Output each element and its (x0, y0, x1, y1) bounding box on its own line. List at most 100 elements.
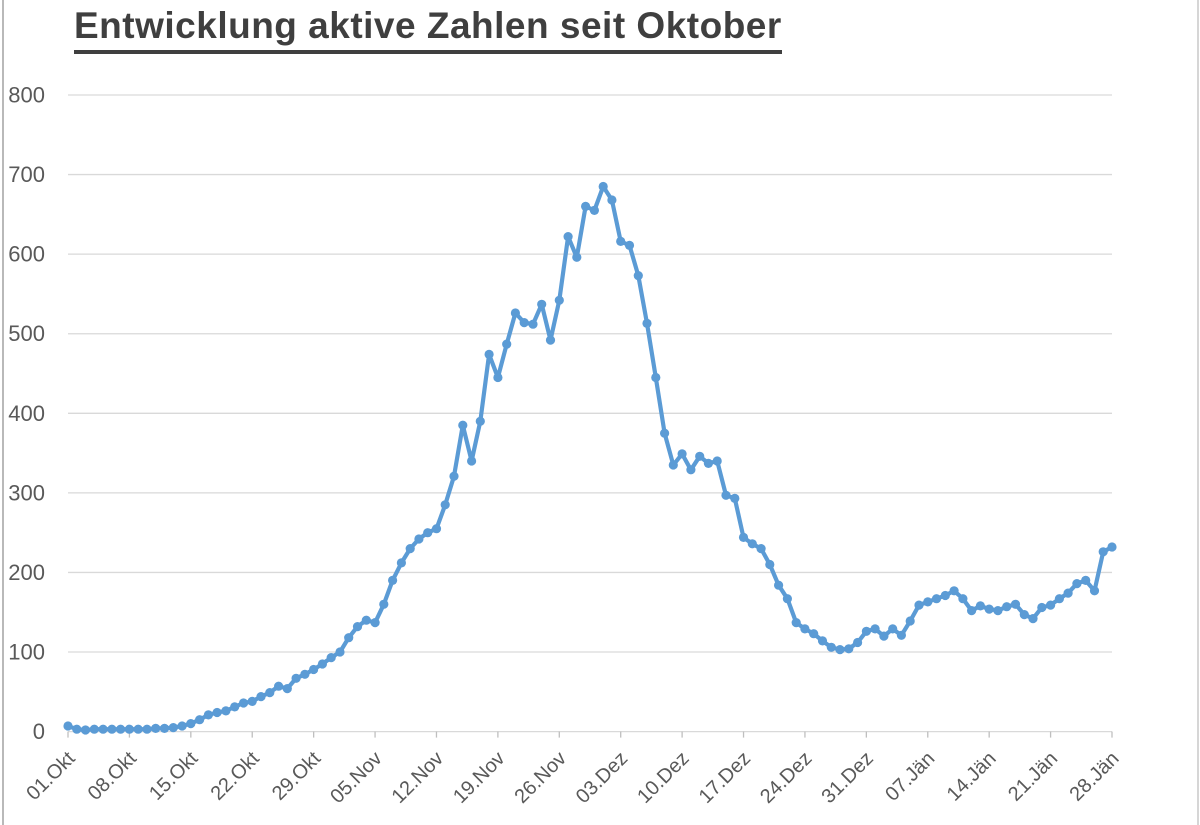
data-point (195, 715, 205, 725)
data-point (370, 618, 380, 628)
data-point (72, 724, 82, 734)
data-point (528, 319, 538, 329)
data-point (484, 349, 494, 359)
data-point (265, 688, 275, 698)
data-point (738, 532, 749, 543)
data-point (344, 633, 354, 643)
data-point (335, 647, 345, 657)
data-point (1063, 588, 1073, 598)
data-point (984, 604, 994, 614)
data-point (774, 580, 784, 590)
data-point (554, 295, 564, 305)
x-tick-label: 14.Jän (943, 748, 1001, 806)
data-point (203, 710, 213, 720)
data-point (870, 624, 880, 634)
data-point (475, 416, 485, 426)
data-point (905, 616, 915, 626)
y-tick-label: 300 (8, 480, 45, 505)
x-tick-label: 12.Nov (388, 748, 448, 808)
data-point (581, 201, 591, 211)
data-point (809, 629, 819, 639)
data-point (502, 339, 512, 349)
data-point (896, 630, 907, 640)
data-point (660, 428, 670, 438)
data-point (993, 606, 1003, 616)
data-point (1098, 547, 1108, 557)
data-point (317, 659, 327, 669)
data-point (309, 664, 319, 675)
data-point (730, 493, 740, 503)
data-point (107, 724, 117, 734)
data-point (352, 622, 363, 632)
data-point (1072, 579, 1082, 589)
data-point (1019, 610, 1029, 620)
data-point (493, 372, 503, 383)
x-tick-label: 08.Okt (84, 747, 142, 805)
data-point (414, 534, 424, 544)
data-point (388, 575, 398, 586)
data-point (221, 706, 231, 716)
data-point (282, 684, 292, 694)
data-point (800, 624, 810, 634)
data-point (791, 618, 801, 628)
y-tick-label: 800 (8, 83, 45, 108)
data-point (861, 626, 872, 636)
data-point (695, 451, 705, 461)
data-point (572, 252, 582, 262)
data-point (168, 723, 178, 733)
data-point (633, 271, 643, 281)
x-tick-label: 19.Nov (449, 748, 509, 808)
x-tick-label: 21.Jän (1004, 748, 1062, 806)
data-point (537, 299, 547, 309)
y-tick-label: 500 (8, 321, 45, 346)
x-tick-label: 26.Nov (510, 748, 570, 808)
data-point (598, 181, 608, 192)
data-point (1002, 602, 1012, 612)
y-tick-label: 0 (33, 719, 45, 744)
x-tick-label: 22.Okt (207, 747, 265, 805)
data-point (756, 544, 766, 554)
y-tick-label: 100 (8, 640, 45, 665)
data-point (826, 642, 836, 652)
data-point (177, 721, 187, 731)
data-point (616, 236, 626, 246)
data-point (458, 420, 468, 430)
data-point (844, 644, 854, 654)
data-point (589, 205, 600, 215)
data-point (423, 528, 433, 538)
data-point (186, 719, 196, 729)
data-point (765, 559, 775, 570)
data-point (642, 318, 652, 328)
data-point (747, 539, 757, 549)
y-tick-label: 700 (8, 162, 45, 187)
x-tick-label: 01.Okt (22, 747, 80, 805)
data-point (853, 637, 863, 648)
x-tick-label: 10.Dez (633, 748, 693, 808)
data-point (686, 465, 696, 475)
data-point (677, 449, 687, 459)
data-point (835, 645, 845, 655)
data-point (545, 335, 556, 345)
chart-line (65, 184, 1115, 733)
y-tick-label: 200 (8, 560, 45, 585)
data-point (449, 471, 459, 481)
x-tick-label: 17.Dez (695, 748, 755, 808)
data-point (712, 456, 722, 466)
x-tick-label: 29.Okt (268, 747, 326, 805)
data-point (151, 723, 161, 734)
data-point (817, 636, 828, 646)
x-tick-label: 15.Okt (145, 747, 203, 805)
data-point (651, 372, 661, 383)
data-point (63, 721, 73, 731)
data-point (624, 240, 635, 250)
data-point (1054, 594, 1064, 604)
data-point (440, 500, 450, 510)
data-point (98, 724, 108, 734)
data-point (721, 490, 731, 500)
data-point (703, 458, 714, 468)
x-tick-label: 03.Dez (572, 748, 632, 808)
data-point (931, 594, 942, 604)
data-point (116, 724, 126, 734)
